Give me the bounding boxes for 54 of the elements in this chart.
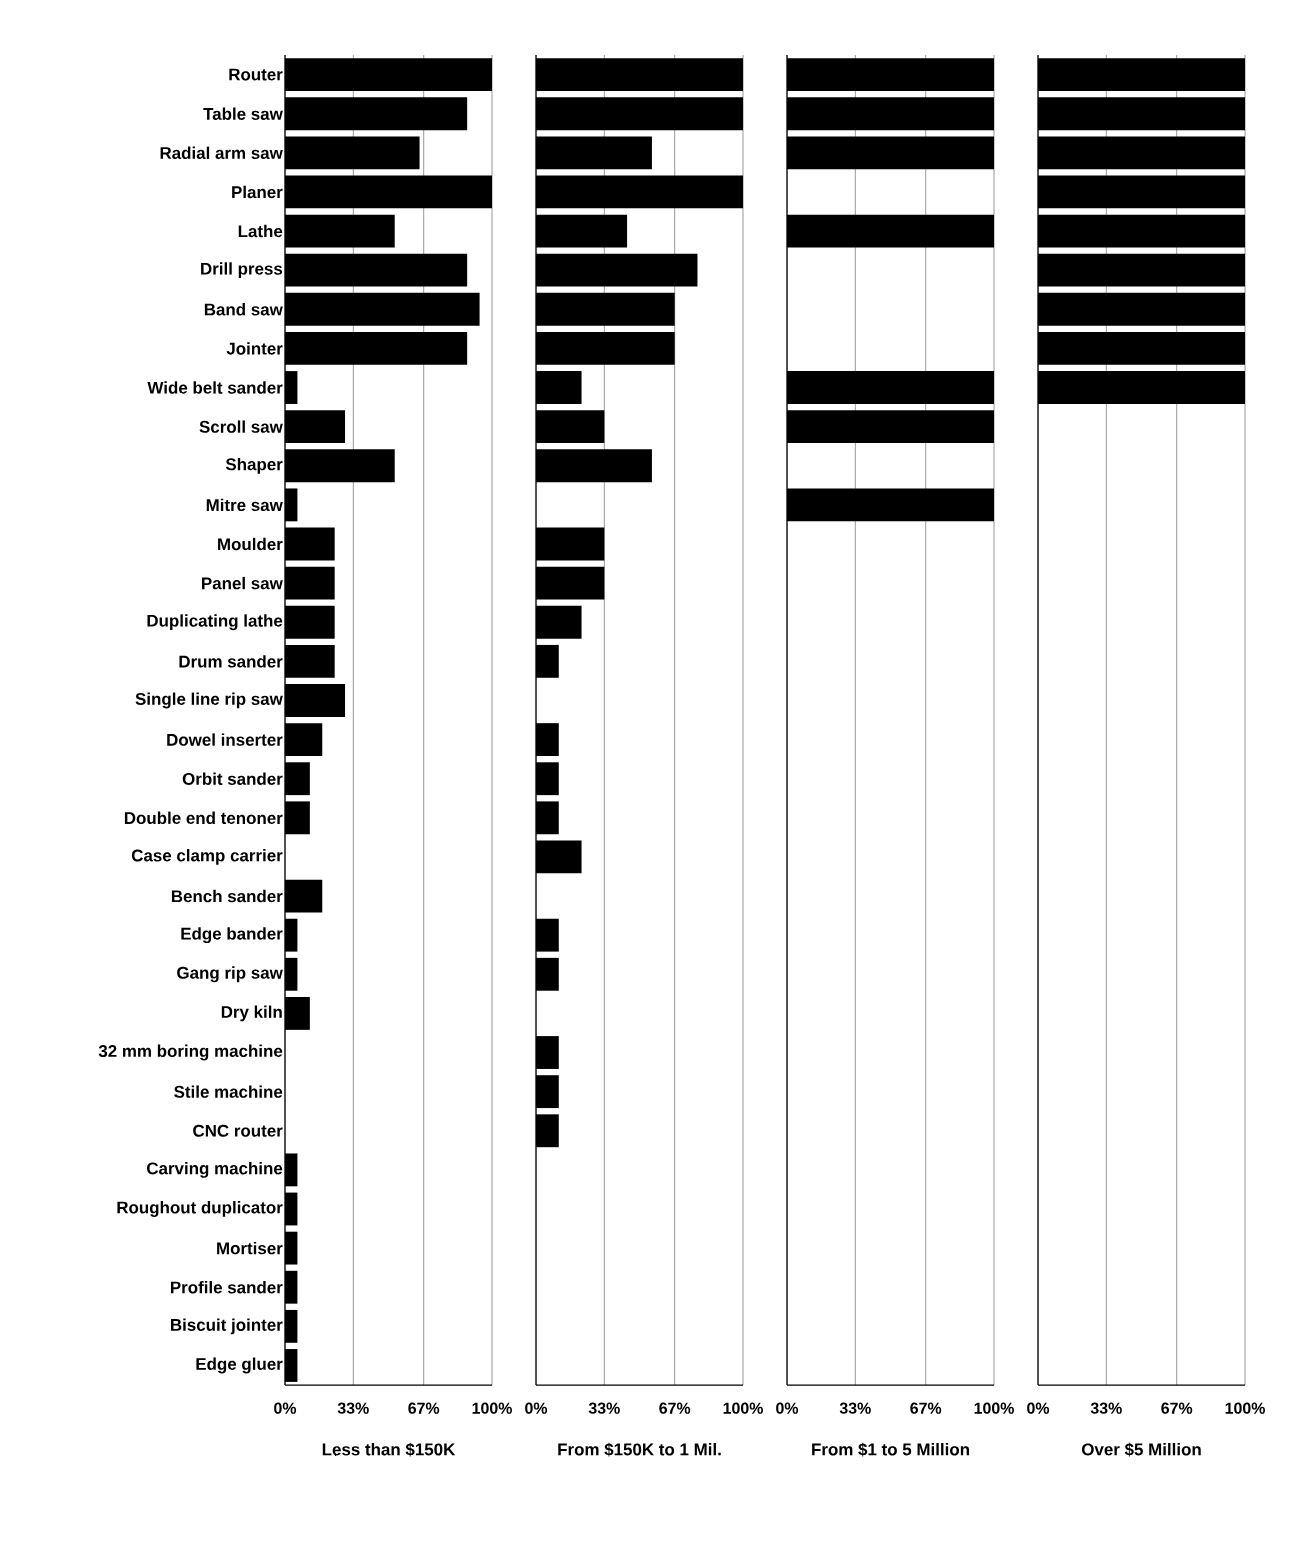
x-tick-label: 67%	[1161, 1402, 1193, 1414]
x-axis-title: From $150K to 1 Mil.	[558, 1442, 721, 1457]
y-tick-label: Drum sander	[179, 655, 283, 668]
y-tick-label: Gang rip saw	[177, 966, 283, 983]
y-tick-label: Scroll saw	[199, 420, 283, 433]
x-tick-label: 33%	[588, 1402, 620, 1414]
y-tick-label: Planer	[232, 185, 283, 199]
x-tick-label: 67%	[910, 1402, 942, 1414]
y-tick-label: Duplicating lathe	[147, 614, 283, 631]
x-tick-label: 100%	[723, 1402, 763, 1414]
y-tick-label: Radial arm saw	[160, 146, 283, 160]
x-tick-label: 0%	[274, 1402, 297, 1414]
y-tick-label: Mortiser	[217, 1241, 283, 1255]
x-tick-label: 100%	[1225, 1402, 1265, 1414]
x-tick-label: 0%	[1027, 1402, 1050, 1414]
y-tick-label: Table saw	[203, 107, 283, 120]
x-tick-label: 100%	[472, 1402, 512, 1414]
y-tick-label: Stile machine	[174, 1085, 283, 1098]
x-tick-label: 100%	[974, 1402, 1014, 1414]
x-tick-label: 67%	[408, 1402, 440, 1414]
y-tick-label: Jointer	[226, 342, 283, 355]
y-tick-label: Single line rip saw	[135, 692, 283, 709]
y-tick-label: Moulder	[218, 537, 283, 551]
x-axis-title: From $1 to 5 Million	[812, 1442, 969, 1457]
y-tick-label: Roughout duplicator	[117, 1201, 283, 1217]
x-tick-label: 0%	[525, 1402, 548, 1414]
y-tick-label: Case clamp carrier	[131, 849, 283, 865]
y-tick-label: Shaper	[225, 457, 283, 474]
x-tick-label: 33%	[839, 1402, 871, 1414]
x-axis-title: Less than $150K	[322, 1442, 456, 1457]
y-tick-label: Edge gluer	[196, 1357, 283, 1374]
y-tick-label: Panel saw	[202, 576, 283, 590]
x-tick-label: 33%	[1090, 1402, 1122, 1414]
y-tick-label: 32 mm boring machine	[98, 1044, 283, 1061]
x-tick-label: 0%	[776, 1402, 799, 1414]
y-tick-label: Bench sander	[171, 889, 283, 903]
y-tick-label: Router	[229, 68, 283, 81]
y-tick-label: Carving machine	[147, 1161, 283, 1178]
y-tick-label: Mitre saw	[206, 498, 283, 512]
y-tick-label: Biscuit jointer	[171, 1318, 283, 1335]
y-tick-label: Dowel inserter	[167, 733, 283, 746]
y-tick-label: Lathe	[238, 224, 283, 238]
y-tick-label: Band saw	[204, 303, 283, 316]
y-tick-label: Profile sander	[170, 1281, 283, 1294]
x-tick-label: 67%	[659, 1402, 691, 1414]
y-tick-label: Orbit sander	[182, 772, 283, 785]
y-tick-label: Wide belt sander	[147, 381, 283, 394]
y-tick-label: Drill press	[201, 262, 283, 279]
x-axis-title: Over $5 Million	[1081, 1442, 1201, 1457]
x-tick-label: 33%	[337, 1402, 369, 1414]
y-tick-label: Edge bander	[181, 927, 283, 944]
y-tick-label: Double end tenoner	[124, 811, 283, 825]
y-tick-label: CNC router	[193, 1124, 283, 1137]
y-tick-label: Dry kiln	[221, 1005, 282, 1022]
